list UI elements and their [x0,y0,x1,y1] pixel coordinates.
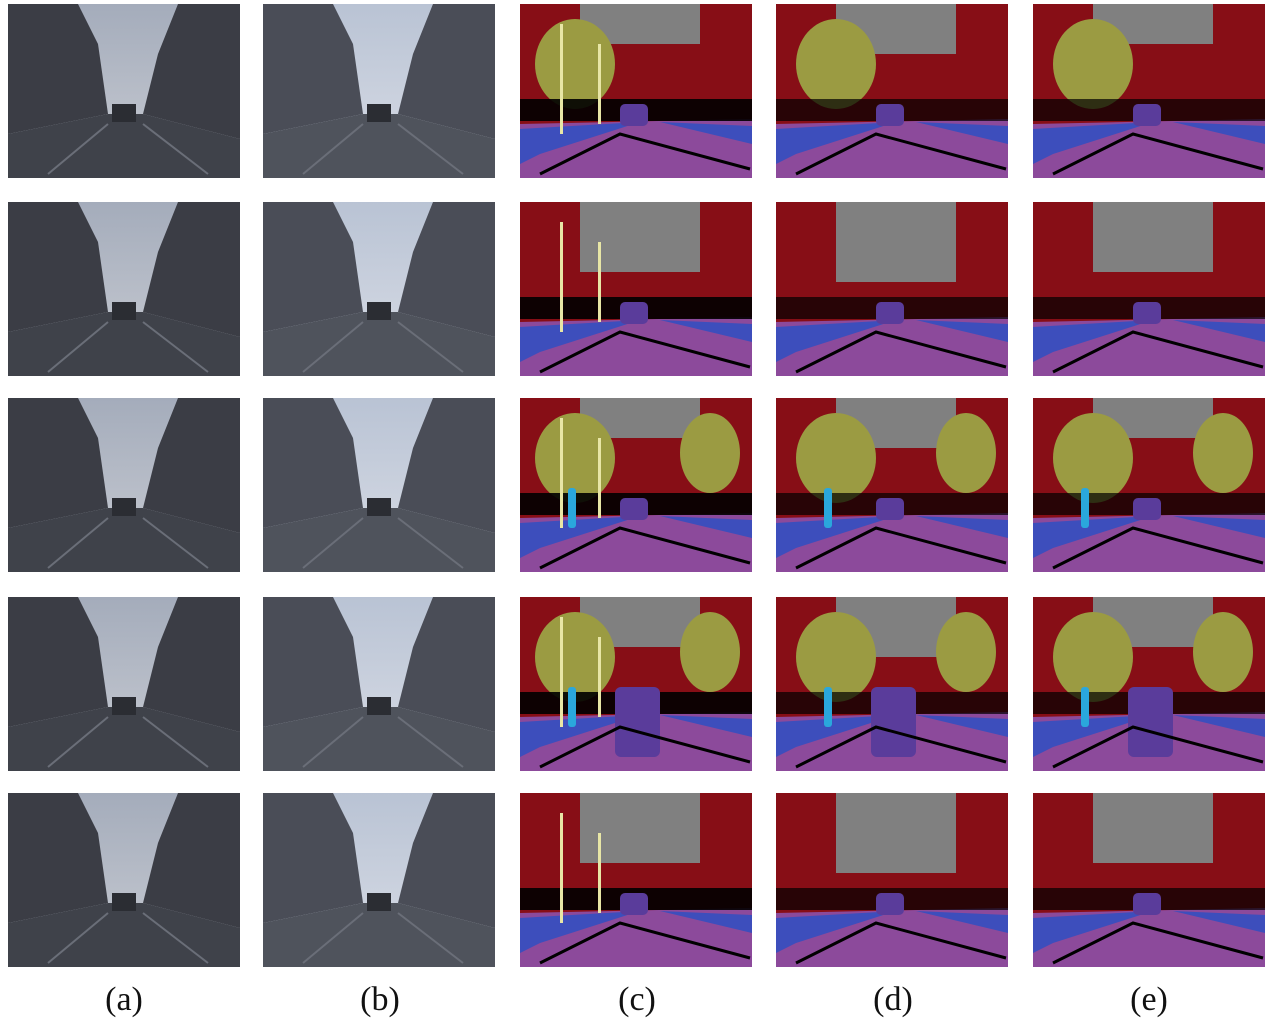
segmentation-map [776,597,1008,771]
segmentation-map [520,4,752,178]
segmentation-map [776,793,1008,967]
street-photo [263,398,495,572]
segmentation-map [520,597,752,771]
tile-row1-a [8,4,240,178]
segmentation-map [1033,4,1265,178]
segmentation-map [776,202,1008,376]
street-photo [263,202,495,376]
tile-row1-d [776,4,1008,178]
tile-row3-e [1033,398,1265,572]
tile-row2-c [520,202,752,376]
street-photo [263,793,495,967]
figure-grid [8,4,1265,967]
caption-a: (a) [105,981,143,1018]
segmentation-map [776,4,1008,178]
street-photo [263,597,495,771]
tile-row3-c [520,398,752,572]
tile-row2-d [776,202,1008,376]
street-photo [8,597,240,771]
street-photo [263,4,495,178]
tile-row1-c [520,4,752,178]
caption-c: (c) [618,981,656,1018]
tile-row5-b [263,793,495,967]
street-photo [8,398,240,572]
tile-row2-e [1033,202,1265,376]
caption-d: (d) [873,981,913,1018]
street-photo [8,202,240,376]
tile-row2-b [263,202,495,376]
segmentation-map [520,202,752,376]
tile-row5-d [776,793,1008,967]
segmentation-map [1033,597,1265,771]
segmentation-map [1033,398,1265,572]
tile-row3-d [776,398,1008,572]
caption-e: (e) [1130,981,1168,1018]
segmentation-map [1033,793,1265,967]
segmentation-map [520,793,752,967]
tile-row1-e [1033,4,1265,178]
tile-row5-e [1033,793,1265,967]
tile-row5-a [8,793,240,967]
tile-row3-a [8,398,240,572]
segmentation-map [1033,202,1265,376]
tile-row4-e [1033,597,1265,771]
caption-b: (b) [360,981,400,1018]
segmentation-map [520,398,752,572]
street-photo [8,793,240,967]
segmentation-map [776,398,1008,572]
tile-row4-b [263,597,495,771]
street-photo [8,4,240,178]
tile-row4-a [8,597,240,771]
tile-row4-c [520,597,752,771]
tile-row2-a [8,202,240,376]
tile-row5-c [520,793,752,967]
tile-row4-d [776,597,1008,771]
tile-row1-b [263,4,495,178]
tile-row3-b [263,398,495,572]
